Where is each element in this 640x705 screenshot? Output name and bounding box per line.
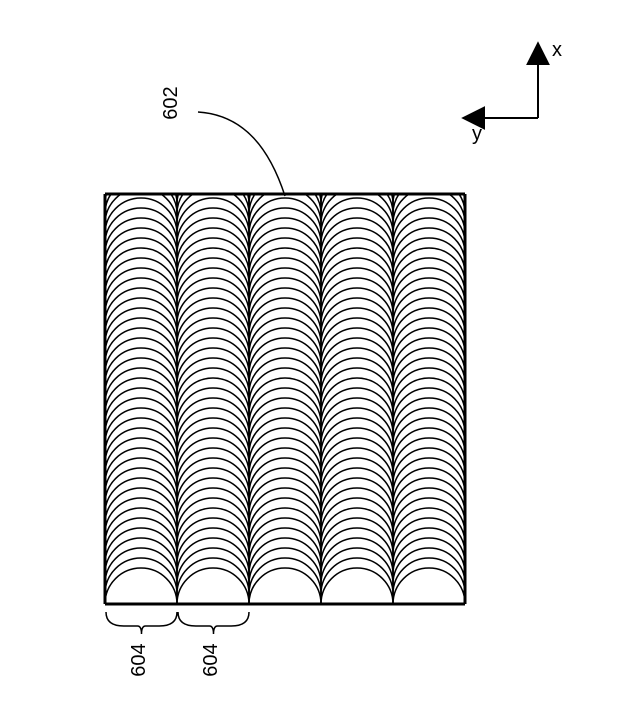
label-602: 602: [160, 86, 182, 119]
label-604: 604: [128, 643, 150, 676]
axis-x-label: x: [552, 39, 562, 61]
label-604: 604: [200, 643, 222, 676]
scallop-pattern: [105, 158, 465, 604]
brace-604: [106, 612, 177, 634]
axis-y-label: y: [472, 123, 482, 145]
lead-line-602: [198, 112, 285, 196]
patent-figure: 602 604 604 x y: [0, 0, 640, 705]
brace-604: [178, 612, 249, 634]
